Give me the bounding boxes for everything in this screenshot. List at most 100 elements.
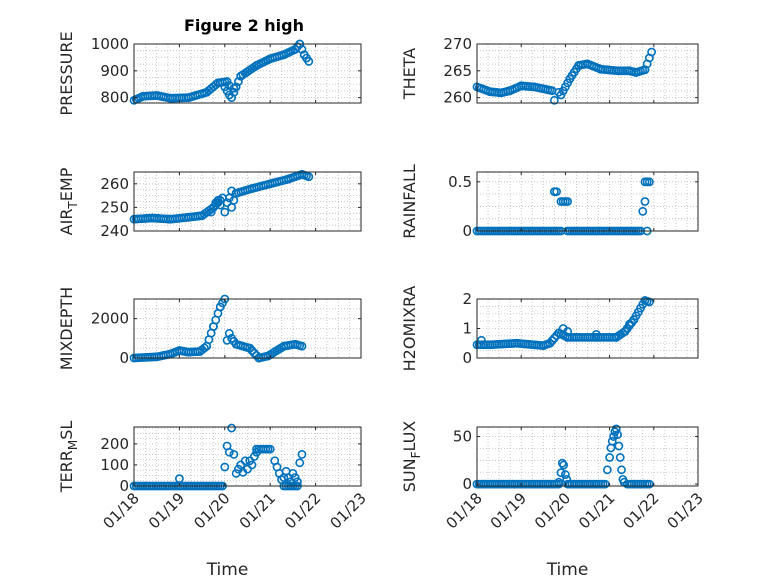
data-markers [129,39,314,105]
x-tick-label: 01/18 [443,489,486,532]
data-point [220,207,230,217]
data-point [563,327,573,336]
y-axis-label: H2OMIXRA [400,286,419,372]
data-point [220,462,230,472]
data-point [605,453,614,462]
y-tick-label: 0 [462,475,472,493]
data-point [622,324,632,333]
y-tick-label: 50 [453,428,472,446]
data-point [211,198,221,208]
axes-box [133,298,362,359]
data-point [199,343,209,353]
data-point [297,341,307,351]
data-point [249,348,259,358]
y-axis-label: PRESSURE [57,31,76,115]
y-tick-label: 0 [462,349,472,367]
data-point [644,479,654,489]
x-tick-label: 01/23 [664,489,707,532]
y-tick-label: 0.5 [448,173,472,191]
data-point [614,441,624,451]
data-point [304,57,314,66]
y-axis-label: MIXDEPTH [57,287,76,370]
y-tick-label: 270 [443,35,472,53]
data-point [297,449,307,459]
data-point [247,460,257,470]
y-tick-label: 260 [100,175,129,193]
data-point [227,186,237,196]
y-tick-label: 0 [462,222,472,240]
data-markers [129,169,314,224]
terr-msl-plot: 0 100 200 01/18 01/19 01/20 01/21 01/22 01/23 TER… [57,421,370,580]
data-point [562,474,572,484]
x-tick-label: 01/22 [619,489,662,532]
y-axis-label: TERRMSL [57,421,80,494]
axes-box [133,426,362,487]
data-point [615,453,625,462]
data-point [297,44,307,54]
x-axis-label: Time [546,560,589,580]
grid [476,172,699,232]
data-point [174,474,184,484]
data-point [638,206,648,216]
data-point [563,197,573,206]
y-tick-label: 800 [100,89,129,107]
data-point [227,93,237,103]
y-tick-label: 1 [462,320,472,338]
data-point [647,47,656,57]
data-point [611,424,621,434]
data-point [229,449,239,459]
grid [476,427,699,486]
data-point [240,456,250,466]
x-axis-label: Time [206,560,249,580]
x-tick-label: 01/21 [236,489,279,532]
data-point [252,447,261,457]
data-point [477,335,486,345]
y-axis-label: RAINFALL [400,164,419,239]
data-point [552,187,561,197]
data-point [559,460,569,470]
data-markers [472,424,654,489]
data-point [607,436,617,446]
y-tick-label: 260 [443,89,472,107]
data-point [556,468,566,478]
data-point [245,343,255,353]
data-point [591,329,601,339]
y-axis-label: SUNFLUX [400,421,423,493]
sun-flux-plot: 0 50 01/18 01/19 01/20 01/21 01/22 01/23 SUNFLUX… [400,421,707,580]
data-markers [472,47,656,105]
axes-box [133,171,362,232]
data-point [229,336,239,346]
y-tick-label: 2000 [91,310,129,328]
data-point [224,81,234,90]
y-tick-label: 0 [119,477,129,495]
x-tick-label: 01/22 [281,489,324,532]
data-point [224,329,234,338]
data-markers [472,296,654,351]
data-point [288,468,298,478]
y-tick-label: 200 [100,435,129,453]
x-tick-label: 01/18 [100,489,143,532]
data-point [625,319,634,329]
data-point [561,470,570,479]
grid [133,427,362,487]
data-point [644,177,654,187]
y-axis-label: THETA [400,48,419,100]
data-point [640,197,650,206]
data-point [293,477,302,487]
data-point [304,172,314,182]
axes-box [133,43,362,104]
x-tick-label: 01/20 [531,489,574,532]
data-point [249,452,259,461]
data-point [222,198,232,208]
data-point [206,207,216,217]
data-point [213,195,223,205]
theta-plot: 260 265 270 THETA [400,35,699,107]
y-tick-label: 1000 [91,35,129,53]
data-point [549,95,559,105]
data-point [247,346,257,356]
axes-box [476,426,699,487]
y-tick-label: 100 [100,456,129,474]
mixdepth-plot: 0 2000 MIXDEPTH [57,287,362,370]
pressure-plot: 800 900 1000 PRESSURE [57,31,362,116]
